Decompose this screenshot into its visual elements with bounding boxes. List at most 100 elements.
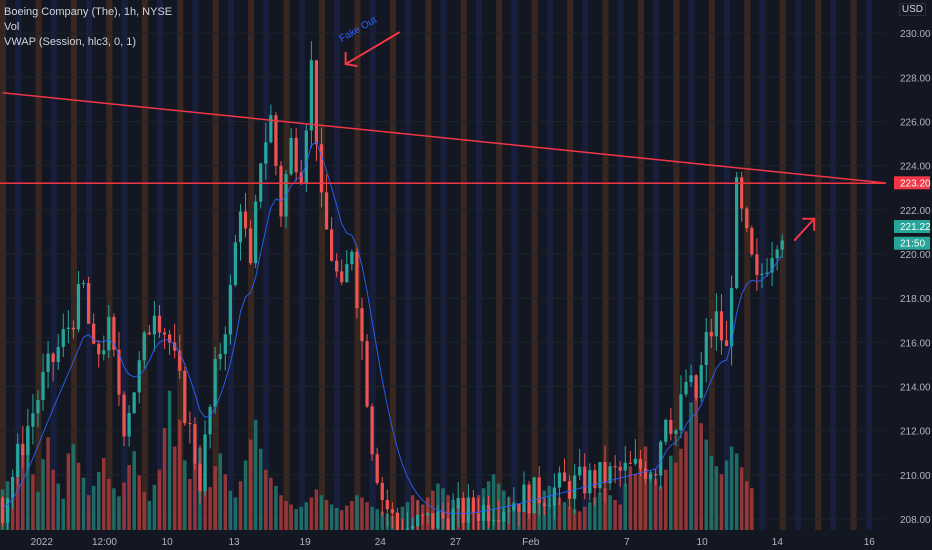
session-band-post: [830, 0, 837, 530]
candle-body: [750, 228, 754, 255]
price-marker-bg: [894, 236, 930, 250]
volume-bar: [339, 510, 344, 530]
volume-bar: [648, 472, 653, 530]
volume-bar: [431, 490, 435, 530]
session-band-post: [263, 0, 270, 530]
volume-bar: [355, 495, 359, 530]
downtrend-line: [2, 92, 889, 185]
session-band-pre: [318, 0, 326, 530]
session-band-post: [86, 0, 93, 530]
session-band-pre: [425, 0, 432, 530]
candle-body: [340, 271, 344, 283]
volume-bar: [122, 482, 126, 530]
volume-bar: [613, 499, 617, 530]
session-band-post: [156, 0, 164, 530]
candle-body: [456, 497, 460, 509]
price-tick-label: 226.00: [900, 117, 931, 128]
candle-body: [552, 487, 557, 506]
candle-body: [446, 518, 450, 535]
volume-legend[interactable]: Vol: [4, 21, 20, 33]
session-band-pre: [389, 0, 396, 530]
price-tick-label: 210.00: [900, 471, 931, 482]
volume-bar: [324, 499, 329, 530]
candle-body: [112, 316, 116, 350]
volume-bar: [56, 483, 60, 530]
price-tick-label: 222.00: [900, 206, 931, 217]
volume-bar: [633, 474, 638, 530]
time-tick-label: 14: [772, 537, 784, 548]
volume-bar: [557, 497, 562, 530]
candle-body: [537, 477, 541, 504]
session-band-pre: [283, 0, 290, 530]
price-tick-label: 218.00: [900, 294, 931, 305]
candle-body: [628, 462, 632, 464]
candle-body: [218, 353, 222, 360]
candle-body: [304, 130, 308, 184]
candle-body: [254, 201, 258, 264]
candle-body: [228, 285, 232, 335]
time-tick-label: 16: [864, 537, 876, 548]
volume-bar: [360, 497, 364, 530]
volume-bar: [96, 472, 101, 530]
candle-body: [97, 343, 101, 355]
time-axis[interactable]: 2022 12:00 10 13 19 24 27 Feb 7 10 14 16: [0, 530, 932, 550]
session-band-pre: [602, 0, 609, 530]
vwap-legend[interactable]: VWAP (Session, hlc3, 0, 1): [4, 36, 137, 48]
volume-bar: [264, 469, 268, 530]
symbol-title[interactable]: Boeing Company (The), 1h, NYSE: [4, 6, 173, 18]
volume-bar: [739, 467, 744, 530]
volume-bar: [512, 502, 516, 530]
volume-bar: [253, 419, 258, 530]
volume-bar: [233, 497, 238, 530]
volume-bar: [684, 431, 688, 530]
session-band-pre: [248, 0, 255, 530]
candle-body: [471, 497, 475, 514]
price-tick-label: 212.00: [900, 427, 931, 438]
time-tick-label: 19: [300, 537, 312, 548]
volume-bar: [142, 491, 147, 530]
price-tick-label: 224.00: [900, 162, 931, 173]
volume-bar: [127, 465, 131, 530]
candle-body: [583, 466, 587, 494]
chart-legend: Boeing Company (The), 1h, NYSE Vol VWAP …: [4, 5, 172, 50]
session-band-post: [50, 0, 57, 530]
candle-body: [122, 394, 126, 437]
volume-bar: [228, 490, 233, 530]
candle-body: [709, 332, 713, 337]
candle-body: [492, 519, 496, 522]
candle-body: [345, 264, 349, 283]
candle-body: [573, 475, 577, 499]
volume-bar: [81, 477, 86, 530]
candle-body: [107, 316, 111, 351]
price-axis-bg: [886, 0, 932, 550]
candle-body: [598, 462, 602, 489]
volume-bar: [147, 501, 152, 530]
volume-bar: [279, 495, 283, 530]
session-band-post: [121, 0, 128, 530]
candle-body: [684, 381, 688, 395]
candle-body: [248, 228, 253, 264]
candle-body: [66, 327, 70, 330]
trend-lines[interactable]: [0, 92, 889, 185]
price-axis[interactable]: 208.00 210.00 212.00 214.00 216.00 218.00 220.…: [886, 0, 932, 550]
candle-body: [132, 392, 136, 413]
time-tick-label: 12:00: [92, 537, 117, 548]
price-marker-label: 21:50: [900, 239, 925, 250]
volume-bar: [107, 478, 111, 530]
candle-body: [102, 350, 106, 355]
candle-body: [178, 350, 182, 371]
volume-bar: [238, 481, 243, 530]
volume-bar: [208, 487, 212, 530]
candle-body: [223, 334, 227, 354]
candle-body: [431, 513, 435, 529]
candle-body: [335, 260, 339, 272]
candle-body: [117, 349, 121, 395]
candle-body: [31, 413, 35, 427]
volume-bar: [61, 498, 66, 530]
candle-body: [527, 484, 531, 514]
candle-body: [86, 283, 91, 324]
volume-bar: [309, 497, 314, 530]
candle-body: [289, 137, 293, 175]
currency-label[interactable]: USD: [898, 3, 926, 16]
